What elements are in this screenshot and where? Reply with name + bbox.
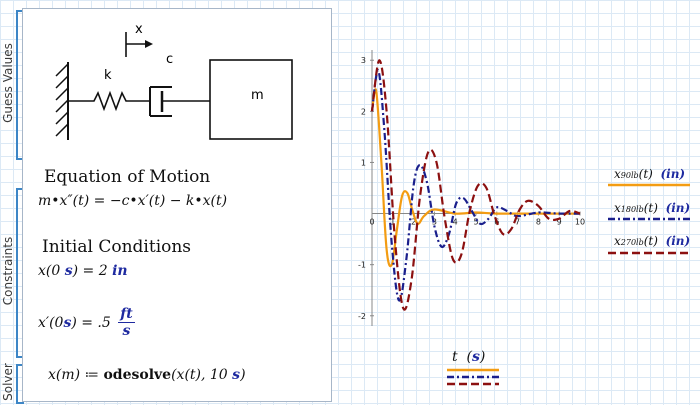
legend-180lb-arg: (t) [643, 201, 658, 215]
ic1-rhs: ) = 2 [72, 263, 113, 279]
ic2-seconds-unit: s [63, 314, 72, 331]
y-tick-label: -1 [358, 261, 366, 270]
legend-180lb-main: x [614, 201, 621, 215]
initial-condition-velocity[interactable]: x′(0 s) = .5 ft s [38, 306, 135, 339]
legend-90lb-main: x [614, 167, 621, 181]
solver-close: ) [240, 367, 246, 383]
legend-line-270lb [608, 251, 690, 255]
solver-function-name: odesolve [103, 367, 172, 383]
constraints-bracket [16, 188, 24, 358]
ic2-unit-denominator: s [122, 323, 131, 339]
x-axis-label[interactable]: t (s) [452, 349, 486, 365]
legend-270lb-unit: (in) [665, 234, 691, 248]
series-line-180lb [370, 69, 581, 302]
legend-180lb-unit: (in) [665, 201, 691, 215]
y-tick-label: -2 [358, 312, 366, 321]
x-tick-label: 5 [473, 218, 478, 227]
legend-90lb-unit: (in) [660, 167, 686, 181]
x-tick-label: 2 [411, 218, 416, 227]
ic1-seconds-unit: s [64, 263, 73, 279]
mass-spring-damper-diagram [55, 32, 293, 140]
legend-entry-90lb[interactable]: x90lb(t) (in) [614, 167, 685, 181]
ic2-lhs: x′(0 [38, 314, 64, 331]
region-label-solver: Solver [1, 363, 15, 401]
solver-seconds-unit: s [232, 367, 241, 383]
y-tick-label: 2 [361, 107, 366, 116]
x-tick-label: 9 [557, 218, 562, 227]
ic2-unit-numerator: ft [118, 306, 135, 323]
legend-270lb-main: x [614, 234, 621, 248]
x-tick-label: 10 [575, 218, 585, 227]
legend-90lb-arg: (t) [638, 167, 653, 181]
guess-values-bracket [16, 10, 24, 160]
solver-lhs: x(m) ≔ [48, 367, 104, 383]
solver-definition[interactable]: x(m) ≔ odesolve(x(t), 10 s) [48, 367, 246, 383]
x-tick-label: 8 [536, 218, 541, 227]
ic1-lhs: x(0 [38, 263, 65, 279]
x-tick-label: 7 [515, 218, 520, 227]
x-tick-label: 0 [369, 218, 374, 227]
solver-bracket [16, 364, 24, 404]
solver-args: (x(t), 10 [171, 367, 233, 383]
equation-of-motion[interactable]: m•x″(t) = −c•x′(t) − k•x(t) [38, 193, 228, 209]
equation-of-motion-heading: Equation of Motion [44, 167, 211, 187]
x-axis-unit: s [472, 349, 480, 365]
legend-entry-270lb[interactable]: x270lb(t) (in) [614, 234, 690, 248]
legend-90lb-sub: 90lb [620, 171, 639, 180]
legend-line-180lb [608, 217, 690, 221]
legend-270lb-sub: 270lb [620, 238, 644, 247]
y-tick-label: 1 [361, 158, 366, 167]
y-tick-label: 3 [361, 56, 366, 65]
legend-270lb-arg: (t) [643, 234, 658, 248]
region-label-constraints: Constraints [1, 236, 15, 306]
legend-entry-180lb[interactable]: x180lb(t) (in) [614, 201, 690, 215]
initial-conditions-heading: Initial Conditions [42, 237, 192, 257]
x-axis-line-samples [447, 368, 499, 386]
series-line-90lb [370, 88, 580, 268]
region-label-guess-values: Guess Values [1, 43, 15, 123]
series-line-270lb [370, 59, 581, 311]
legend-180lb-sub: 180lb [620, 205, 644, 214]
ic2-rhs: ) = .5 [71, 314, 116, 331]
initial-condition-position[interactable]: x(0 s) = 2 in [38, 263, 128, 279]
diagram-damper-label: c [166, 52, 174, 67]
x-axis-variable: t [452, 349, 458, 365]
diagram-x-label: x [135, 22, 143, 37]
x-tick-label: 4 [453, 218, 458, 227]
diagram-mass-label: m [251, 88, 264, 103]
legend-line-90lb [608, 183, 690, 187]
x-tick-label: 1 [390, 218, 395, 227]
ic1-inch-unit: in [112, 263, 128, 279]
ic2-unit-fraction: ft s [118, 306, 135, 339]
diagram-spring-label: k [104, 68, 112, 83]
